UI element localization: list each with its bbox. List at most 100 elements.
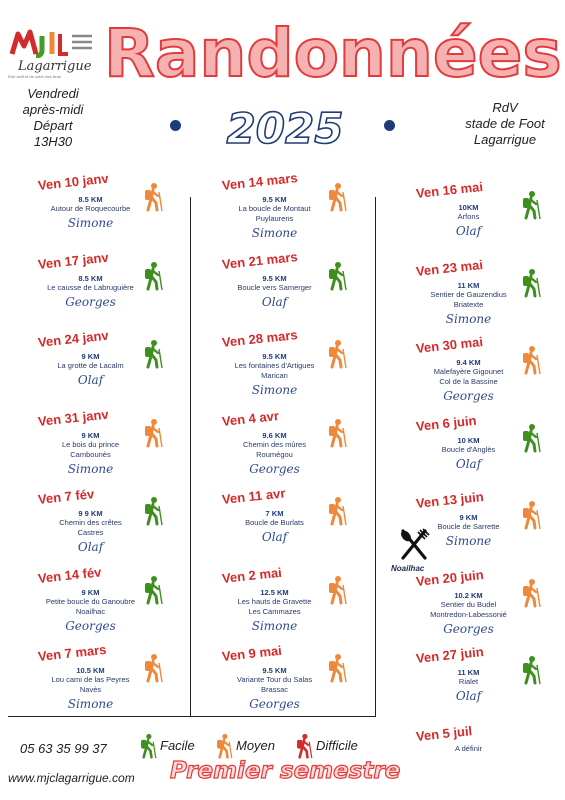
hike-place-detail: Noailhac [75,606,106,616]
hike-place: La grotte de Lacalm [57,361,124,370]
hike-guide: Simone [251,618,298,633]
schedule-entry: Ven 13 juin 9 KM Boucle de Sarrette Simone [415,489,565,548]
hike-place: Boucle de Sarrette [437,522,500,531]
hike-guide: Simone [251,226,298,240]
hike-place-detail: Roumégou [256,449,293,459]
hike-distance: 9 KM [459,513,478,522]
hike-place: Boucle vers Samerger [237,282,312,292]
schedule-entry: Ven 30 mai 9.4 KM Malefayère Gigounet Col d… [415,334,565,403]
hiker-moyen-icon [143,417,164,448]
schedule-entry: Ven 14 fév 9 KM Petite boucle du Ganoubre N… [37,564,198,633]
hike-guide: Olaf [77,373,104,387]
logo-word: Lagarrigue [18,59,92,74]
hike-date: Ven 21 mars [221,248,299,272]
year: 2025 [226,103,345,154]
logo: Lagarrigue Etre actif et de créer des li… [8,28,96,80]
hike-distance: 8.5 KM [78,195,103,204]
legend-difficile-label: Difficile [316,738,358,753]
rdv-town: Lagarrigue [473,132,537,147]
bullet-dot-right [384,120,395,131]
hike-distance: 9.6 KM [262,430,287,440]
hike-place-detail: Brassac [260,685,289,694]
hike-guide: Georges [249,461,300,476]
hike-date: Ven 6 juin [415,412,478,434]
hike-date: Ven 13 juin [415,488,485,511]
hike-guide: Olaf [261,294,288,309]
schedule-entry: Ven 11 avr 7 KM Boucle de Burlats Olaf [221,485,382,544]
hiker-moyen-icon [521,500,542,530]
hike-guide: Simone [445,311,492,326]
hiker-facile-icon [521,190,542,220]
hiker-facile-icon [521,422,542,453]
hike-guide: Georges [443,389,494,403]
hiker-moyen-icon [327,574,348,605]
hike-distance: 9.5 KM [262,352,287,361]
hike-guide: Olaf [455,689,482,703]
hike-distance: 8.5 KM [78,273,103,283]
hike-guide: Olaf [77,540,104,554]
hike-place-detail: Les Cammazes [248,606,301,616]
semester-banner: Premier semestre [169,757,401,784]
hike-date: Ven 2 mai [221,564,283,586]
hike-date: Ven 28 mars [221,327,299,350]
hike-guide: Georges [443,621,494,636]
schedule-entry: Ven 28 mars 9.5 KM Les fontaines d'Artigue… [221,327,382,397]
hike-date: Ven 7 mars [37,641,108,664]
mjc-logo-icon [9,29,92,58]
hiker-moyen-icon [521,577,542,608]
hike-distance: 9 9 KM [78,509,103,518]
hike-place: A définir [454,743,483,753]
hike-date: Ven 7 fév [37,486,95,507]
hike-distance: 11 KM [457,280,480,290]
hike-distance: 10 KM [457,435,480,445]
schedule-entry: Ven 9 mai 9.5 KM Variante Tour du Salas Bra… [221,643,382,711]
hike-guide: Simone [251,383,298,397]
schedule-entry: Ven 16 mai 10KM Arfons Olaf [415,179,565,238]
hiker-moyen-icon [143,182,164,212]
depart-time: 13H30 [33,134,73,149]
hiker-moyen-icon [143,653,164,683]
noailhac-label: Noailhac [391,564,425,573]
hike-place: Sentier du Budel [440,599,497,609]
schedule-entry: Ven 24 janv 9 KM La grotte de Lacalm Olaf [37,328,198,387]
hike-distance: 9.5 KM [262,195,287,204]
hike-place: Boucle de Burlats [245,518,304,527]
hiker-facile-icon [143,339,164,369]
rdv-label: RdV [492,100,518,115]
hiker-moyen-icon [327,182,348,212]
hike-guide: Simone [67,216,114,230]
website-link[interactable]: www.mjclagarrigue.com [8,771,135,785]
hike-place-detail: Puylaurens [255,214,294,223]
hike-place: La boucle de Montaut [238,204,311,213]
hike-date: Ven 10 janv [37,170,110,193]
hike-place: Petite boucle du Ganoubre [45,596,136,606]
rdv-place: stade de Foot [465,116,545,131]
hike-distance: 12.5 KM [260,587,289,597]
hike-guide: Georges [65,618,116,633]
hike-guide: Simone [445,534,492,548]
hike-place: Lou cami de las Peyres [51,675,130,684]
hike-guide: Olaf [261,530,288,544]
legend-moyen-label: Moyen [236,738,276,753]
schedule-entry: Ven 10 janv 8.5 KM Autour de Roquecourbe Si… [37,171,198,230]
hike-distance: 9 KM [81,587,100,597]
meeting-point: RdV stade de Foot Lagarrigue [450,100,560,148]
hiker-moyen-icon [327,496,348,526]
hike-distance: 10.2 KM [454,590,483,600]
hike-place: Les fontaines d'Artigues [234,361,315,370]
hike-place-detail: Castres [77,528,104,537]
hike-place: Malefayère Gigounet [433,367,504,376]
phone-number[interactable]: 05 63 35 99 37 [20,741,107,756]
hike-date: Ven 24 janv [37,327,110,350]
hike-guide: Georges [65,294,116,309]
hike-distance: 9 KM [81,430,100,440]
hiker-moyen-icon [327,653,348,683]
hike-place: Chemin des mûres [243,439,306,449]
hike-distance: 10KM [458,203,479,212]
column-divider-2 [375,197,376,717]
hiker-facile-icon [143,496,164,526]
schedule-entry: Ven 21 mars 9.5 KM Boucle vers Samerger Ola… [221,249,382,309]
hike-place: Arfons [457,212,480,221]
column-divider-1 [190,197,191,717]
hike-date: Ven 27 juin [415,643,485,666]
